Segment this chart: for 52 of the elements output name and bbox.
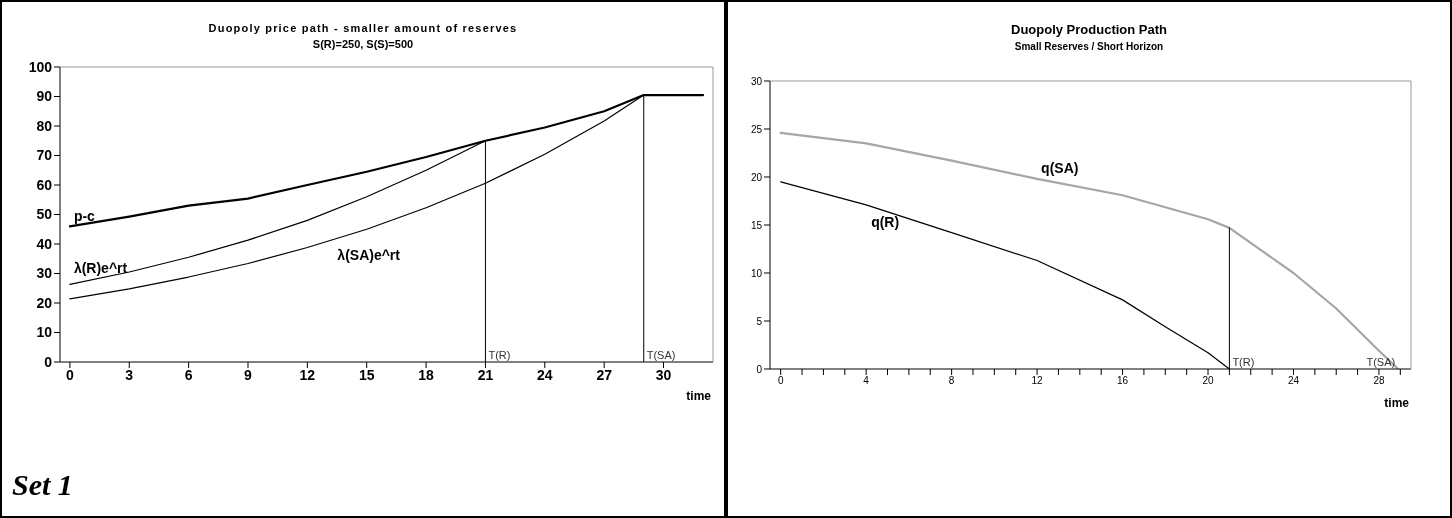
y-tick-label: 30 bbox=[750, 75, 763, 87]
chart-title: Duopoly Production Path bbox=[1010, 22, 1168, 37]
y-tick-label: 5 bbox=[756, 315, 763, 327]
x-axis-title: time bbox=[686, 389, 712, 403]
x-tick-label: 0 bbox=[66, 366, 74, 383]
y-tick-label: 50 bbox=[36, 206, 53, 223]
x-tick-label: 24 bbox=[1287, 375, 1300, 387]
y-tick-label: 15 bbox=[750, 219, 763, 231]
annotation: T(R) bbox=[1232, 356, 1255, 368]
x-tick-label: 12 bbox=[1031, 375, 1044, 387]
y-tick-label: 20 bbox=[750, 171, 763, 183]
chart-subtitle: Small Reserves / Short Horizon bbox=[1013, 41, 1165, 52]
series-label: q(SA) bbox=[1041, 160, 1079, 177]
y-tick-label: 70 bbox=[36, 147, 53, 164]
x-tick-label: 24 bbox=[537, 366, 553, 383]
y-tick-label: 20 bbox=[36, 294, 53, 311]
series-label: q(R) bbox=[871, 214, 900, 231]
ref-line-label: T(SA) bbox=[646, 349, 676, 361]
y-tick-label: 90 bbox=[36, 88, 53, 105]
x-tick-label: 0 bbox=[777, 375, 784, 387]
y-tick-label: 10 bbox=[36, 324, 53, 341]
x-tick-label: 3 bbox=[125, 366, 134, 383]
annotation: T(SA) bbox=[1366, 356, 1396, 368]
x-axis-title: time bbox=[1384, 396, 1410, 410]
x-tick-label: 8 bbox=[948, 375, 955, 387]
x-tick-label: 9 bbox=[244, 366, 253, 383]
y-tick-label: 10 bbox=[750, 267, 763, 279]
series-label: λ(SA)e^rt bbox=[337, 246, 401, 263]
x-tick-label: 30 bbox=[655, 366, 672, 383]
x-tick-label: 21 bbox=[477, 366, 494, 383]
y-tick-label: 60 bbox=[36, 176, 53, 193]
x-tick-label: 16 bbox=[1116, 375, 1129, 387]
x-tick-label: 15 bbox=[358, 366, 375, 383]
series-label: p-c bbox=[73, 207, 96, 224]
y-tick-label: 100 bbox=[28, 58, 53, 75]
x-tick-label: 6 bbox=[184, 366, 193, 383]
x-tick-label: 4 bbox=[863, 375, 870, 387]
ref-line-label: T(R) bbox=[488, 349, 511, 361]
chart-title: Duopoly price path - smaller amount of reserves bbox=[207, 22, 519, 34]
y-tick-label: 25 bbox=[750, 123, 763, 135]
y-tick-label: 30 bbox=[36, 265, 53, 282]
x-tick-label: 12 bbox=[299, 366, 316, 383]
x-tick-label: 28 bbox=[1373, 375, 1385, 387]
y-tick-label: 80 bbox=[36, 117, 53, 134]
text: Set 1 bbox=[12, 468, 73, 502]
x-tick-label: 20 bbox=[1202, 375, 1215, 387]
series-label: λ(R)e^rt bbox=[73, 259, 128, 276]
x-tick-label: 18 bbox=[418, 366, 435, 383]
y-tick-label: 0 bbox=[44, 353, 53, 370]
x-tick-label: 27 bbox=[596, 366, 613, 383]
y-tick-label: 40 bbox=[36, 235, 53, 252]
chart-subtitle: S(R)=250, S(S)=500 bbox=[311, 38, 415, 50]
